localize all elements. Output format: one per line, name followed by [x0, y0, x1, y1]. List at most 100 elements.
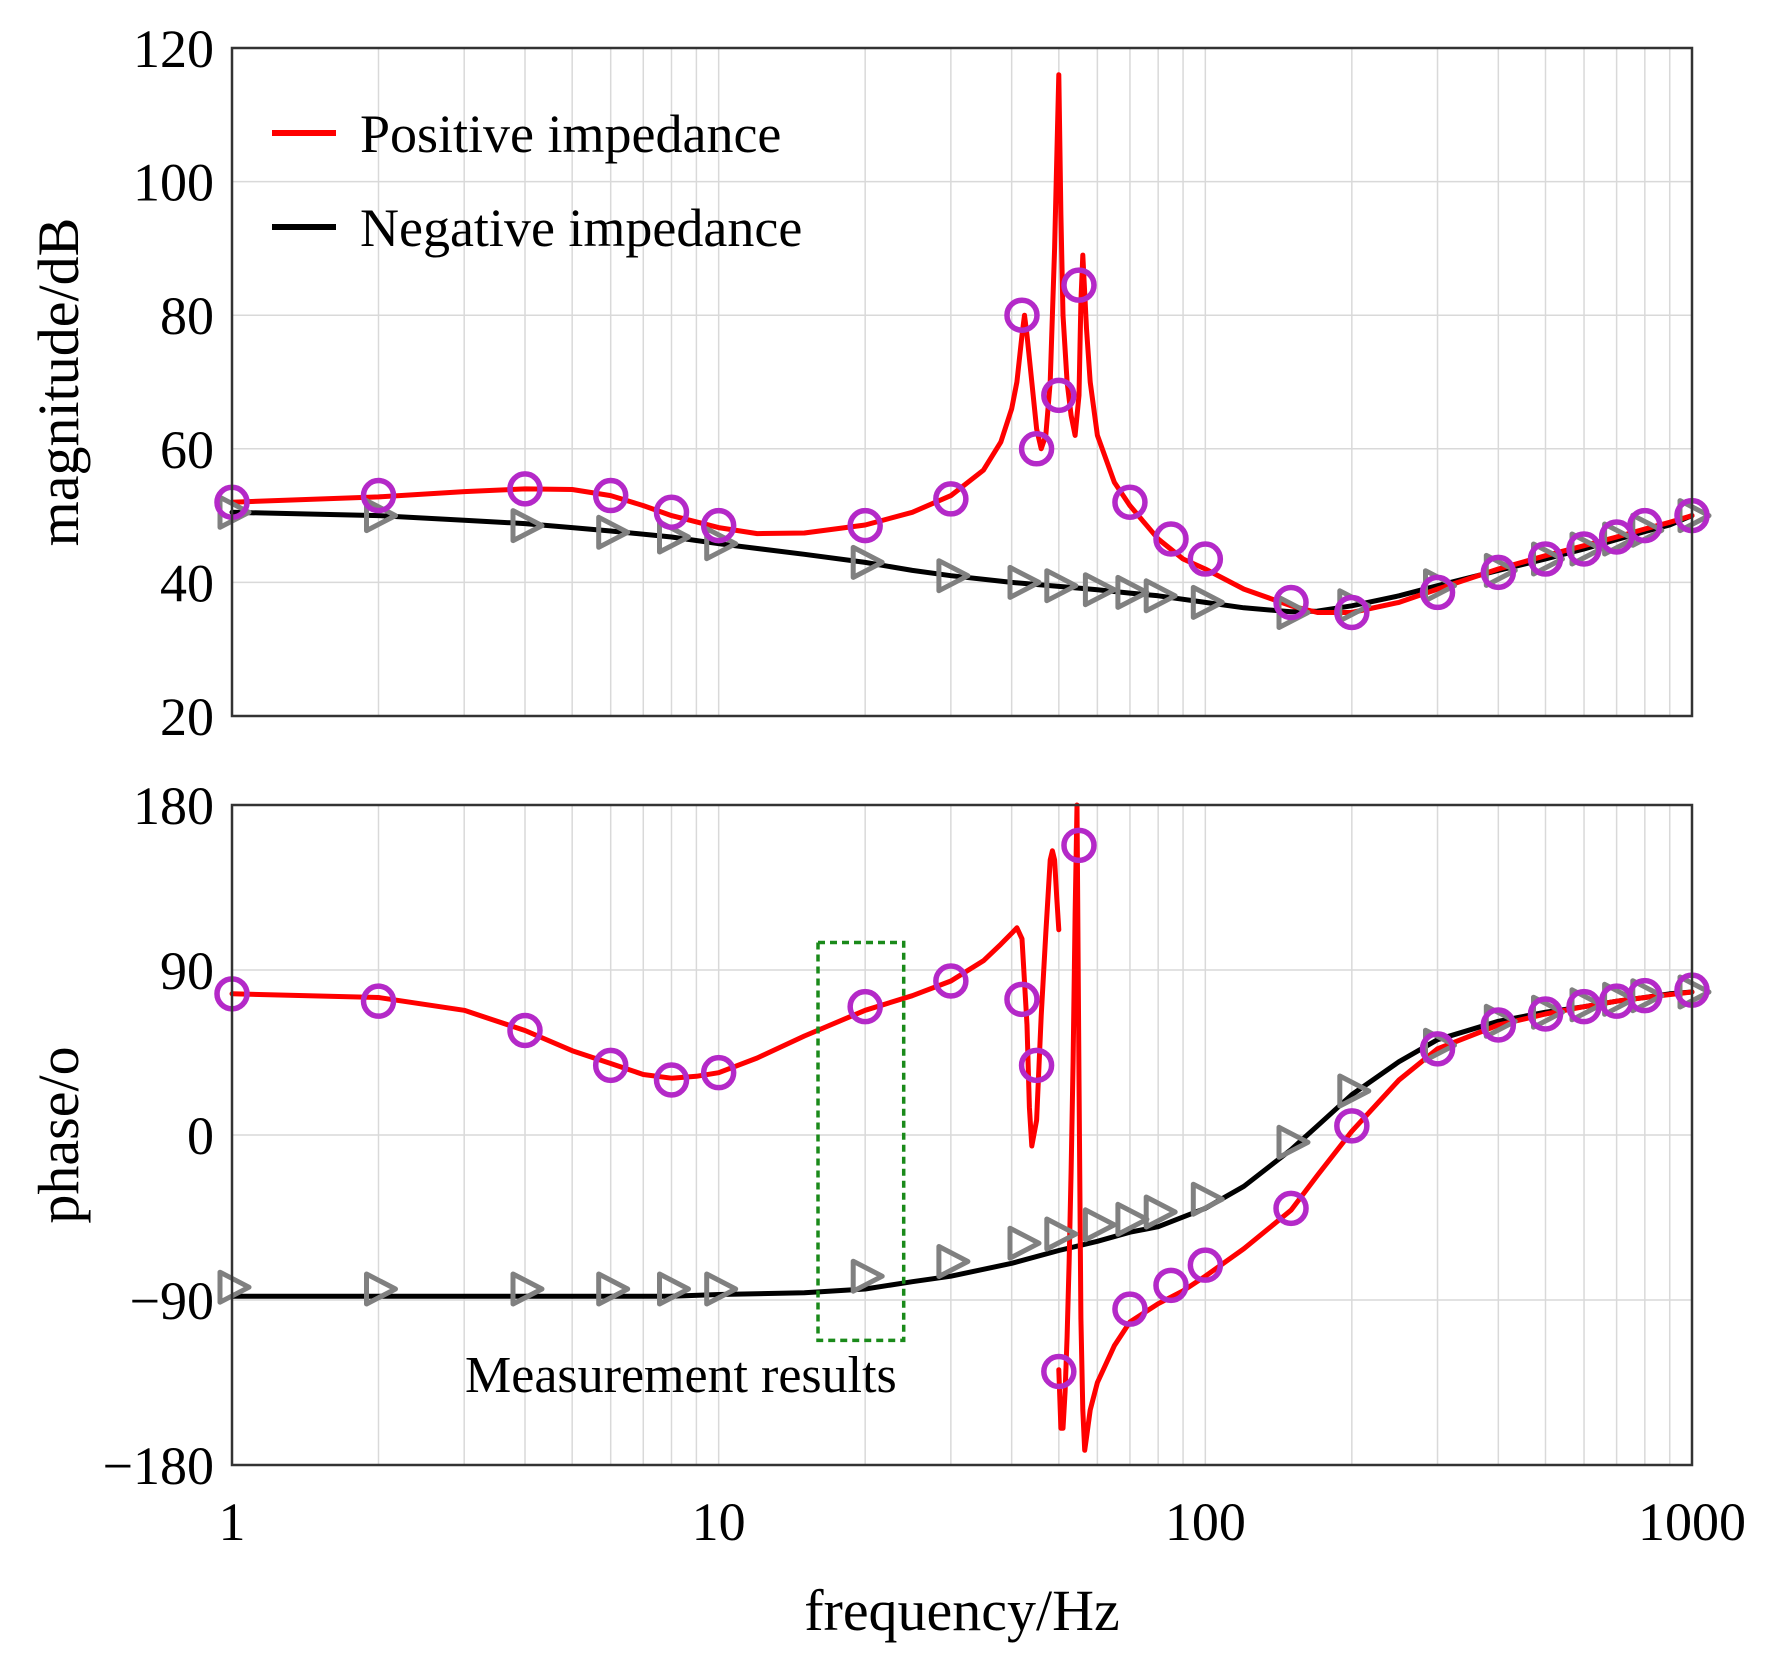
marker-triangle: [1677, 498, 1712, 534]
magnitude-markers: [214, 267, 1712, 631]
marker-circle: [1061, 267, 1097, 303]
marker-circle: [1004, 981, 1040, 1018]
marker-triangle: [1044, 1216, 1079, 1252]
marker-triangle: [1190, 1181, 1225, 1217]
magnitude-y-tick-label: 120: [133, 19, 214, 79]
marker-triangle: [1007, 564, 1042, 600]
phase-line-positive-impedance: [229, 848, 1062, 1149]
legend: Positive impedance Negative impedance: [272, 104, 802, 258]
marker-circle: [653, 1062, 690, 1098]
x-tick-labels: 1 10 100 1000: [219, 1492, 1747, 1552]
magnitude-y-tick-label: 40: [160, 553, 214, 613]
marker-triangle: [1190, 584, 1225, 620]
marker-triangle: [1569, 987, 1604, 1023]
marker-triangle: [1143, 578, 1178, 614]
marker-circle: [1480, 1007, 1517, 1043]
marker-triangle: [1115, 1201, 1150, 1237]
phase-plot-frame: [230, 803, 1694, 1467]
phase-line-positive-impedance: [1056, 802, 1695, 1453]
marker-circle: [592, 477, 629, 514]
marker-circle: [653, 494, 690, 531]
marker-triangle: [1082, 572, 1117, 608]
marker-circle: [1187, 541, 1224, 577]
phase-y-tick-label: −180: [103, 1436, 214, 1496]
marker-circle: [1273, 1190, 1309, 1227]
x-tick-label: 1000: [1638, 1492, 1746, 1552]
marker-circle: [933, 481, 969, 517]
marker-triangle: [1044, 568, 1079, 604]
marker-triangle: [1531, 994, 1565, 1030]
phase-panel: Measurement results 180 90 0 −90 −180 1 10 100…: [26, 776, 1746, 1643]
marker-triangle: [1115, 574, 1150, 610]
measurement-results-label: Measurement results: [465, 1347, 897, 1404]
marker-circle: [1018, 431, 1055, 467]
marker-circle: [1004, 297, 1040, 333]
marker-circle: [1041, 1353, 1077, 1390]
magnitude-panel: 20 40 60 80 100 120 magnitude/dB Positive imp…: [26, 19, 1712, 747]
x-tick-label: 1: [219, 1492, 246, 1552]
phase-y-tick-label: 0: [187, 1106, 214, 1166]
marker-triangle: [217, 1269, 252, 1305]
marker-circle: [1566, 531, 1602, 567]
marker-triangle: [1337, 1073, 1372, 1109]
marker-circle: [933, 963, 969, 999]
x-tick-label: 10: [692, 1492, 746, 1552]
marker-triangle: [596, 514, 631, 550]
marker-circle: [1334, 1108, 1370, 1144]
marker-circle: [592, 1047, 629, 1084]
legend-label-positive: Positive impedance: [360, 104, 781, 164]
marker-circle: [1153, 521, 1189, 557]
marker-circle: [507, 1012, 543, 1049]
phase-y-tick-label: 90: [160, 941, 214, 1001]
marker-circle: [1419, 574, 1456, 611]
magnitude-line-negative-impedance: [229, 509, 1695, 615]
phase-y-tick-label: 180: [133, 776, 214, 836]
marker-circle: [1112, 484, 1148, 520]
x-tick-label: 100: [1165, 1492, 1246, 1552]
marker-circle: [847, 988, 883, 1025]
magnitude-y-tick-label: 60: [160, 420, 214, 480]
marker-circle: [1187, 1247, 1224, 1283]
marker-circle: [360, 983, 397, 1019]
marker-circle: [1480, 554, 1517, 591]
marker-triangle: [704, 526, 739, 562]
marker-triangle: [936, 1244, 971, 1279]
marker-circle: [700, 1054, 737, 1091]
marker-circle: [360, 477, 397, 514]
marker-circle: [1273, 584, 1309, 621]
marker-triangle: [1276, 1124, 1311, 1160]
marker-triangle: [1082, 1207, 1117, 1243]
marker-triangle: [1531, 541, 1565, 577]
marker-triangle: [364, 1271, 398, 1307]
marker-circle: [1018, 1047, 1055, 1084]
marker-circle: [1527, 541, 1564, 577]
marker-circle: [1061, 827, 1097, 864]
marker-triangle: [1143, 1194, 1178, 1230]
marker-triangle: [510, 508, 545, 544]
marker-triangle: [510, 1271, 545, 1307]
phase-y-tick-labels: 180 90 0 −90 −180: [103, 776, 214, 1496]
magnitude-plot-frame: [230, 46, 1694, 718]
measurement-results-box: [816, 940, 906, 1343]
x-axis-label: frequency/Hz: [804, 1578, 1120, 1643]
magnitude-y-tick-labels: 20 40 60 80 100 120: [133, 19, 214, 747]
phase-y-tick-label: −90: [130, 1271, 214, 1331]
marker-triangle: [657, 1271, 691, 1307]
marker-triangle: [936, 558, 971, 594]
marker-triangle: [1677, 974, 1712, 1010]
marker-circle: [847, 507, 883, 544]
marker-triangle: [1602, 981, 1637, 1017]
marker-circle: [1566, 988, 1602, 1025]
marker-circle: [1627, 977, 1663, 1014]
marker-triangle: [1602, 521, 1637, 557]
marker-circle: [1153, 1267, 1189, 1304]
marker-circle: [1112, 1291, 1148, 1327]
marker-circle: [1334, 594, 1370, 631]
marker-triangle: [850, 1258, 885, 1294]
marker-triangle: [850, 544, 885, 580]
magnitude-y-tick-label: 80: [160, 286, 214, 346]
magnitude-y-tick-label: 100: [133, 153, 214, 213]
marker-triangle: [1483, 552, 1518, 588]
